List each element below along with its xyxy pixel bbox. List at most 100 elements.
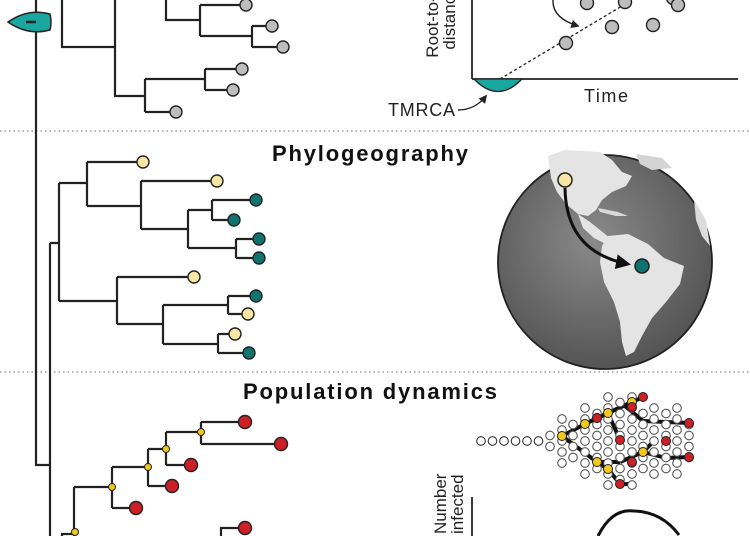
- tree-tip-teal: [242, 346, 256, 360]
- x-axis-label: Time: [584, 86, 628, 106]
- lattice-node: [627, 414, 637, 424]
- tree-branch: [164, 0, 283, 49]
- lattice-node: [476, 436, 486, 446]
- tree-tip-teal: [252, 251, 266, 265]
- lattice-node: [672, 414, 682, 424]
- lattice-node: [603, 447, 613, 457]
- tree-tip-pale-yellow: [210, 174, 224, 188]
- infected-node-red: [615, 435, 625, 445]
- tree-node-yellow: [144, 463, 152, 471]
- tree-tip-red: [237, 414, 253, 430]
- lattice-node: [627, 436, 637, 446]
- tree-tip-red: [273, 436, 289, 452]
- infected-node-yellow: [603, 464, 613, 474]
- data-point: [670, 0, 686, 13]
- epidemic-curve: [596, 509, 681, 536]
- lattice-node: [557, 447, 567, 457]
- lattice-node: [638, 463, 648, 474]
- tree-tip-teal: [249, 289, 263, 303]
- infected-node-yellow: [557, 431, 567, 441]
- lattice-node: [545, 430, 555, 441]
- lattice-node: [638, 408, 648, 419]
- infected-node-red: [627, 457, 637, 467]
- lattice-node: [638, 430, 648, 441]
- tree-tip-grey-tip: [265, 19, 279, 33]
- infected-node-yellow: [603, 408, 613, 418]
- lattice-node: [661, 408, 671, 419]
- lattice-node: [627, 480, 637, 490]
- lattice-node: [649, 414, 659, 424]
- lattice-node: [603, 425, 613, 435]
- tree-tip-grey-tip: [169, 105, 183, 119]
- transmission-lattice: [476, 392, 694, 490]
- lattice-node: [592, 441, 602, 452]
- destination-location: [634, 258, 650, 274]
- lattice-node: [603, 436, 613, 446]
- pointer-arrow: [552, 0, 580, 29]
- lattice-node: [510, 436, 521, 446]
- infected-node-red: [684, 418, 694, 428]
- tmrca-label: TMRCA: [388, 100, 455, 120]
- infected-node-yellow: [592, 457, 602, 467]
- tree-tip-teal: [252, 232, 266, 246]
- tree-branch: [57, 160, 217, 301]
- lattice-node: [580, 469, 590, 479]
- africa-edge: [694, 200, 710, 246]
- infected-node-red: [592, 413, 602, 423]
- caribbean: [598, 208, 628, 216]
- tree-branch: [59, 275, 256, 355]
- tree-branch: [60, 526, 245, 536]
- central-america: [578, 214, 610, 244]
- y-axis-label: infected: [448, 474, 467, 534]
- lattice-node: [568, 452, 578, 463]
- lattice-node: [672, 447, 682, 457]
- lattice-node: [557, 414, 567, 424]
- lattice-node: [649, 403, 659, 413]
- lattice-node: [592, 430, 602, 441]
- tree-branch: [60, 0, 242, 114]
- tree-tip-red: [183, 457, 199, 473]
- data-point: [645, 17, 661, 33]
- lattice-node: [649, 436, 659, 446]
- tree-tip-red: [237, 520, 253, 536]
- phylogenetic-trees: [57, 0, 290, 536]
- lattice-node: [603, 480, 613, 490]
- lattice-node: [649, 469, 659, 479]
- data-point: [558, 35, 574, 51]
- infected-node-red: [684, 452, 694, 462]
- lattice-node: [649, 458, 659, 468]
- root-to-tip-plot: Root-to-tip distance Time TMRCA: [388, 0, 738, 120]
- lattice-node: [557, 458, 567, 468]
- lattice-node: [661, 419, 671, 430]
- data-point: [579, 0, 595, 11]
- lattice-node: [627, 469, 637, 479]
- lattice-node: [499, 436, 509, 446]
- tree-tip-teal: [227, 213, 241, 227]
- lattice-node: [615, 408, 625, 419]
- lattice-node: [661, 463, 671, 474]
- infected-node-red: [661, 436, 671, 446]
- lattice-node: [568, 441, 578, 452]
- lattice-node: [672, 425, 682, 435]
- lattice-node: [684, 430, 694, 441]
- tree-tip-pale-yellow: [228, 327, 242, 341]
- section-title-population-dynamics: Population dynamics: [243, 379, 497, 404]
- tree-tip-grey-tip: [276, 40, 290, 54]
- tree-tip-teal: [249, 193, 263, 207]
- tree-tip-pale-yellow: [241, 307, 255, 321]
- y-axis-label: Root-to-tip: [423, 0, 442, 58]
- lattice-node: [661, 452, 671, 463]
- lattice-node: [638, 419, 648, 430]
- lattice-node: [672, 436, 682, 446]
- tree-node-yellow: [108, 483, 116, 491]
- lattice-node: [615, 452, 625, 463]
- lattice-node: [615, 463, 625, 474]
- epidemic-curve-plot: Number infected: [431, 473, 681, 536]
- lattice-node: [603, 392, 613, 402]
- infected-node-red: [627, 402, 637, 412]
- tree-tip-grey-tip: [239, 0, 253, 12]
- migration-arrow: [563, 187, 631, 270]
- y-axis-label: Number: [431, 473, 450, 534]
- tree-node-yellow: [162, 445, 170, 453]
